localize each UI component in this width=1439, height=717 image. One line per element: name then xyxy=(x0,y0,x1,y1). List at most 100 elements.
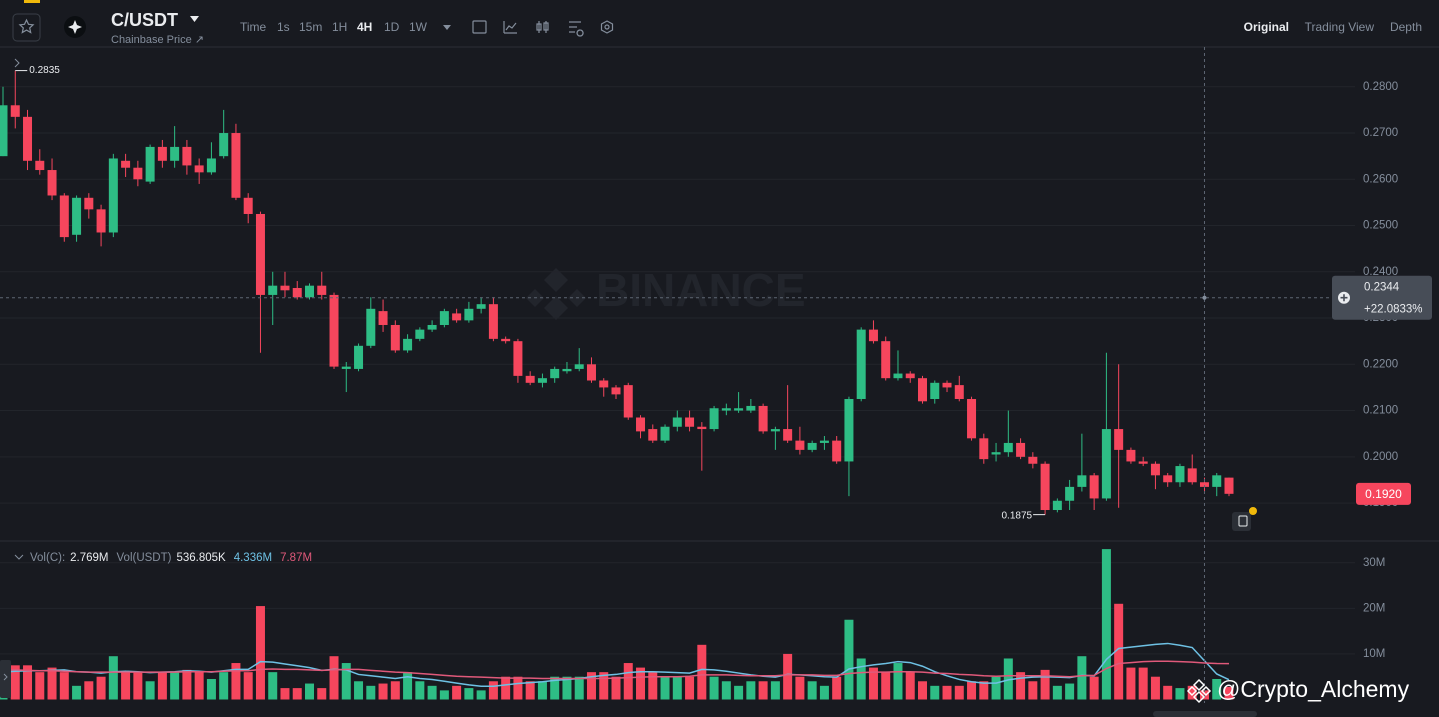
volume-bar xyxy=(108,656,118,700)
indicator-icon[interactable] xyxy=(503,21,517,34)
volume-bar xyxy=(219,672,229,700)
watermark: BINANCE xyxy=(526,264,806,320)
more-intervals[interactable] xyxy=(443,25,451,30)
overlays: 0.2835 0.1875 0.2344 +22.0833% 0.1920 xyxy=(0,47,1432,703)
interval-option[interactable]: 1W xyxy=(409,20,428,34)
settings-icon[interactable] xyxy=(600,20,614,34)
candle-body xyxy=(145,146,155,182)
order-icon[interactable] xyxy=(1232,512,1251,531)
candle-body xyxy=(317,285,327,295)
candle-body xyxy=(1224,477,1234,494)
interval-option[interactable]: 4H xyxy=(357,20,372,34)
volume-bar xyxy=(721,681,731,700)
volume-bar xyxy=(734,685,744,700)
interval-option[interactable]: Time xyxy=(240,20,267,34)
candle-body xyxy=(611,387,621,395)
volume-bar xyxy=(905,672,915,700)
candle-body xyxy=(292,287,302,298)
volume-bar xyxy=(1199,690,1209,700)
volume-bar xyxy=(537,681,547,700)
volume-bar xyxy=(1114,603,1124,700)
candle-body xyxy=(1101,429,1111,499)
volume-bar xyxy=(832,676,842,700)
volume-bar xyxy=(1016,672,1026,700)
interval-option[interactable]: 15m xyxy=(299,20,322,34)
interval-option[interactable]: 1D xyxy=(384,20,400,34)
candle-body xyxy=(537,378,547,383)
candle-body xyxy=(930,382,940,399)
volume-bar xyxy=(1187,685,1197,700)
star-icon[interactable] xyxy=(18,18,35,34)
candle-body xyxy=(255,213,265,295)
scrollbar-thumb[interactable] xyxy=(1153,711,1257,717)
watermark-logo xyxy=(526,268,586,320)
candle-body xyxy=(758,405,768,432)
interval-option[interactable]: 1H xyxy=(332,20,347,34)
candle-body xyxy=(623,385,633,418)
symbol[interactable]: C/USDT xyxy=(111,10,178,30)
order-icon-glyph[interactable] xyxy=(1238,515,1248,527)
volume-bar xyxy=(574,676,584,700)
settings-list-icon[interactable] xyxy=(569,21,584,37)
legend-collapse[interactable] xyxy=(14,554,24,560)
candle-body xyxy=(96,209,106,233)
volume-bar xyxy=(783,653,793,700)
candle-body xyxy=(157,146,167,161)
volume-bar xyxy=(23,665,33,700)
view-option[interactable]: Trading View xyxy=(1305,20,1375,34)
candle-body xyxy=(648,429,658,441)
volume-bar xyxy=(317,688,327,700)
candle-body xyxy=(685,417,695,427)
candle-body xyxy=(501,338,511,342)
candle-body xyxy=(1126,449,1136,462)
volume-bar xyxy=(881,672,891,700)
volume-bar xyxy=(182,669,192,700)
volume-bar xyxy=(623,663,633,700)
candle-body xyxy=(893,373,903,379)
subtitle[interactable]: Chainbase Price ↗ xyxy=(111,34,204,46)
volume-bar xyxy=(488,681,498,700)
candle-body xyxy=(1028,456,1038,464)
candle-body xyxy=(108,158,118,233)
candle-body xyxy=(918,378,927,402)
toolbar xyxy=(443,20,614,37)
favorite-button[interactable] xyxy=(12,13,41,42)
view-option[interactable]: Depth xyxy=(1390,20,1422,34)
date-icon[interactable] xyxy=(472,20,487,34)
interval-option[interactable]: 1s xyxy=(277,20,290,34)
side-tab-arrow[interactable] xyxy=(3,673,8,681)
candle-body xyxy=(1003,442,1013,453)
volume-bar xyxy=(942,685,952,700)
candle-body xyxy=(354,345,364,369)
legend-value: 536.805K xyxy=(176,552,226,564)
legend-value: 2.769M xyxy=(70,552,108,564)
favorite-box[interactable] xyxy=(12,13,41,42)
candle-body xyxy=(403,338,413,351)
candle-body xyxy=(660,426,670,441)
volume-bar xyxy=(47,667,57,700)
volume-bar xyxy=(1126,667,1136,700)
min-marker-label: 0.1875 xyxy=(1002,510,1033,521)
candle-body xyxy=(305,285,314,298)
volume-bar xyxy=(1150,676,1160,700)
volume-bar xyxy=(819,685,829,700)
collapse-arrow[interactable] xyxy=(14,58,20,68)
candle-type-icon[interactable] xyxy=(536,21,549,33)
candle-body xyxy=(1175,466,1185,483)
candle-body xyxy=(856,329,866,399)
candle-body xyxy=(697,426,707,430)
candle-body xyxy=(488,304,498,339)
candle-body xyxy=(1163,475,1173,483)
view-option[interactable]: Original xyxy=(1244,20,1289,34)
candle-body xyxy=(390,324,400,351)
candle-body xyxy=(268,285,278,295)
symbol-dropdown[interactable] xyxy=(190,16,199,22)
candle-body xyxy=(243,197,253,214)
candle-body xyxy=(219,133,229,157)
volume-bar xyxy=(807,681,817,700)
crosshair-add-plus[interactable] xyxy=(1340,294,1348,302)
candle-body xyxy=(452,313,462,321)
price-tick-label: 0.2700 xyxy=(1363,127,1398,139)
candle-body xyxy=(23,116,33,161)
